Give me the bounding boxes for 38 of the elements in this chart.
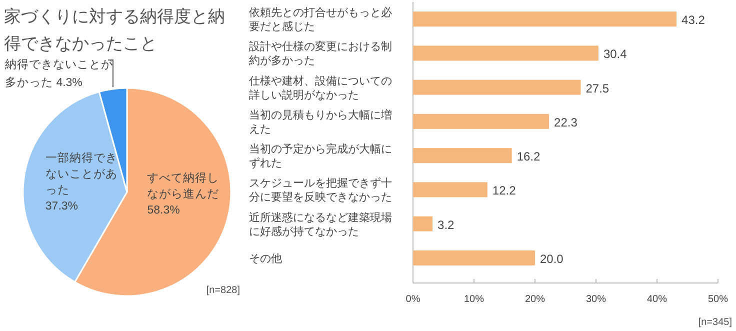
bar — [413, 114, 550, 129]
y-tick-label: 仕様や建材、設備についての詳しい説明がなかった — [249, 74, 392, 102]
y-tick-label: 近所迷惑になるなど建築現場に好感が持てなかった — [249, 210, 392, 238]
y-tick-label: 設計や仕様の変更における制約が多かった — [249, 40, 392, 68]
y-tick-label: 当初の予定から完成が大幅にずれた — [249, 142, 392, 170]
y-tick-label: その他 — [249, 252, 282, 265]
text: [n=345] — [698, 317, 732, 328]
bar — [413, 216, 433, 232]
data-label: 3.2 — [438, 218, 455, 232]
x-tick-label: 50% — [708, 294, 728, 305]
bar — [413, 80, 581, 95]
bar — [413, 250, 535, 266]
slice-label: 納得できないことが多かった 4.3% — [5, 58, 114, 89]
x-tick-label: 0% — [406, 294, 420, 305]
data-label: 12.2 — [492, 184, 516, 198]
slice-label: すべて納得しながら進んだ — [147, 172, 220, 200]
data-label: 30.4 — [603, 47, 628, 62]
bar — [413, 46, 598, 61]
bar — [413, 182, 488, 198]
data-label: 43.2 — [682, 13, 706, 28]
x-tick-label: 30% — [586, 294, 606, 305]
data-label: 22.3 — [554, 115, 578, 130]
text: [n=828] — [206, 285, 240, 296]
data-label: 37.3% — [45, 200, 78, 212]
data-label: 27.5 — [586, 81, 610, 96]
y-tick-label: スケジュールを把握できず十分に要望を反映できなかった — [249, 176, 392, 204]
y-tick-label: 当初の見積もりから大幅に増えた — [249, 108, 392, 136]
y-tick-label: 依頼先との打合せがもっと必要だと感じた — [249, 6, 392, 34]
data-label: 58.3% — [147, 204, 180, 216]
bar — [413, 12, 677, 27]
data-label: 16.2 — [516, 150, 540, 164]
slice-label: 一部納得できないことがあった — [45, 150, 118, 196]
x-tick-label: 20% — [524, 294, 546, 305]
x-tick-label: 10% — [464, 294, 484, 305]
data-label: 20.0 — [540, 252, 564, 266]
chart-title: 家づくりに対する納得度と納得できなかったこと — [4, 7, 225, 53]
x-tick-label: 40% — [646, 294, 668, 305]
bar — [413, 148, 512, 164]
